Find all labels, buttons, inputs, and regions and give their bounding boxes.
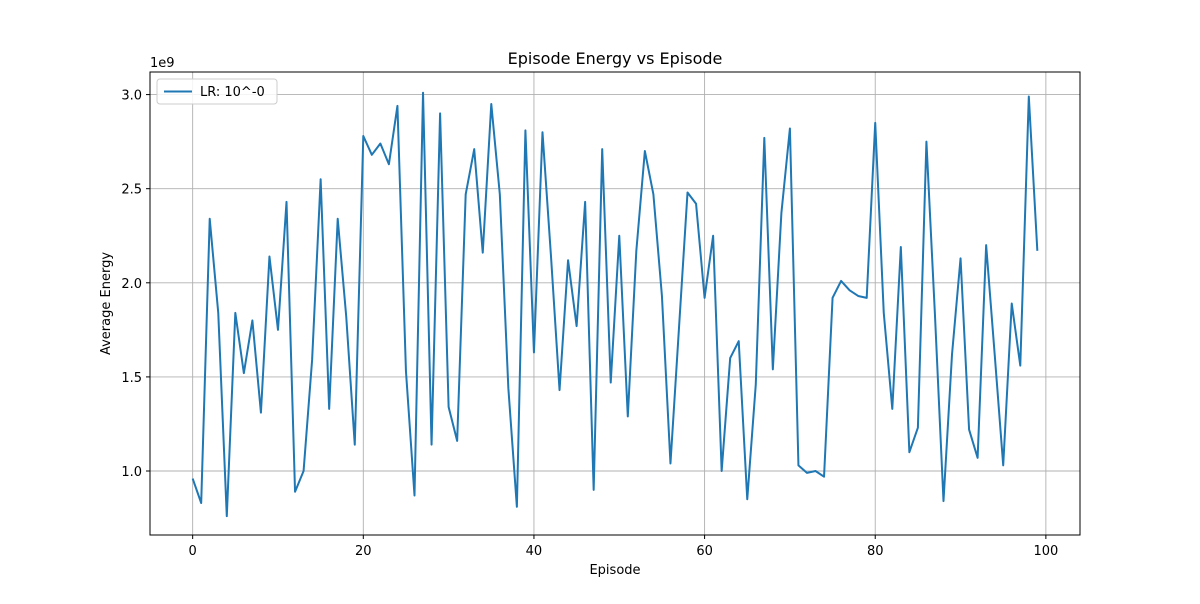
x-tick-label: 20: [355, 544, 372, 559]
ticks-layer: 0 20 40 60 80 100 1.0 1.5 2.0 2.5 3.0: [121, 89, 1058, 559]
series-layer: [191, 91, 1039, 518]
legend-box: [156, 78, 278, 105]
x-tick-label: 60: [696, 544, 713, 559]
y-tick-label: 1.0: [121, 465, 142, 480]
legend-label: LR: 10^-0: [200, 85, 265, 100]
x-tick-label: 40: [526, 544, 543, 559]
x-tick-label: 100: [1033, 544, 1058, 559]
y-axis-label: Average Energy: [99, 252, 114, 355]
y-offset-label: 1e9: [150, 56, 175, 71]
chart-title: Episode Energy vs Episode: [508, 49, 723, 68]
y-tick-label: 3.0: [121, 89, 142, 104]
y-tick-label: 1.5: [121, 371, 142, 386]
x-axis-label: Episode: [589, 563, 640, 578]
series-line: [191, 91, 1039, 518]
y-tick-label: 2.0: [121, 277, 142, 292]
x-tick-label: 80: [867, 544, 884, 559]
y-tick-label: 2.5: [121, 183, 142, 198]
x-tick-label: 0: [189, 544, 197, 559]
legend: LR: 10^-0: [156, 78, 278, 105]
plot-frame: [149, 71, 1081, 536]
